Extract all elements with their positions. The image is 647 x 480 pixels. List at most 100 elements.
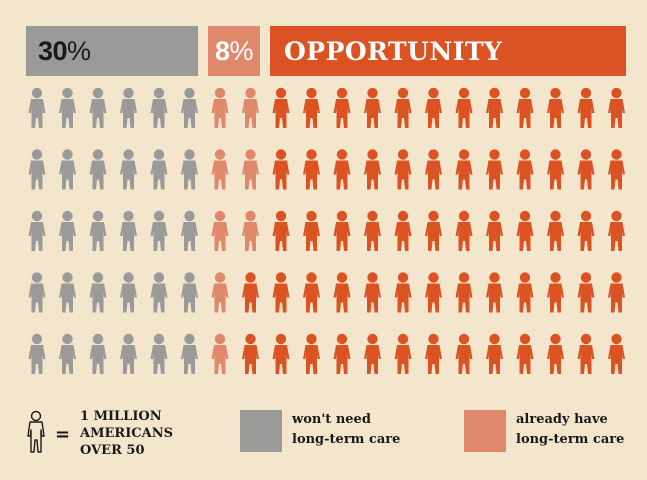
person-icon bbox=[272, 333, 290, 374]
person-icon bbox=[425, 149, 442, 190]
person-icon bbox=[547, 333, 564, 374]
person-icon bbox=[516, 272, 534, 313]
person-icon bbox=[28, 210, 46, 251]
unit-line-1: 1 MILLION bbox=[80, 409, 162, 424]
already-have-percent: 8% bbox=[214, 35, 254, 66]
person-icon bbox=[455, 210, 473, 251]
legend-item-wont-need: won't need long-term care bbox=[292, 410, 400, 450]
legend-item-already-have: already have long-term care bbox=[516, 410, 624, 450]
person-icon bbox=[120, 149, 137, 190]
person-icon bbox=[150, 333, 168, 374]
person-icon bbox=[28, 333, 46, 374]
person-icon bbox=[608, 149, 625, 190]
person-icon bbox=[181, 333, 198, 374]
legend-swatch-already-have bbox=[464, 410, 506, 452]
person-icon bbox=[242, 149, 259, 190]
person-icon bbox=[577, 272, 595, 313]
person-icon bbox=[303, 272, 320, 313]
person-icon bbox=[486, 210, 503, 251]
person-outline-icon bbox=[27, 410, 45, 453]
person-icon bbox=[547, 87, 564, 128]
person-icon bbox=[608, 333, 625, 374]
person-icon bbox=[608, 87, 625, 128]
person-icon bbox=[28, 272, 46, 313]
person-icon bbox=[394, 149, 412, 190]
pictograph-grid bbox=[28, 87, 625, 374]
person-icon bbox=[364, 87, 381, 128]
person-icon bbox=[486, 272, 503, 313]
person-icon bbox=[394, 87, 412, 128]
person-icon bbox=[364, 272, 381, 313]
person-icon bbox=[59, 333, 76, 374]
person-icon bbox=[120, 87, 137, 128]
person-icon bbox=[303, 149, 320, 190]
person-icon bbox=[242, 272, 259, 313]
person-icon bbox=[333, 87, 351, 128]
person-icon bbox=[425, 272, 442, 313]
person-icon bbox=[28, 87, 46, 128]
person-icon bbox=[425, 87, 442, 128]
opportunity-label: OPPORTUNITY bbox=[284, 36, 503, 66]
person-icon bbox=[333, 272, 351, 313]
person-icon bbox=[425, 210, 442, 251]
person-icon bbox=[242, 210, 259, 251]
equals-sign: = bbox=[55, 424, 71, 445]
person-icon bbox=[272, 87, 290, 128]
person-icon bbox=[333, 210, 351, 251]
person-icon bbox=[364, 210, 381, 251]
person-icon bbox=[333, 149, 351, 190]
legend-unit-text: 1 MILLION AMERICANS OVER 50 bbox=[80, 408, 220, 459]
legend-wont-need-line1: won't need bbox=[292, 412, 371, 427]
legend-swatch-wont-need bbox=[240, 410, 282, 452]
person-icon bbox=[120, 272, 137, 313]
person-icon bbox=[303, 87, 320, 128]
person-icon bbox=[272, 272, 290, 313]
person-icon bbox=[59, 210, 76, 251]
person-icon bbox=[577, 149, 595, 190]
person-icon bbox=[211, 149, 229, 190]
person-icon bbox=[455, 272, 473, 313]
person-icon bbox=[272, 149, 290, 190]
person-icon bbox=[272, 210, 290, 251]
legend-wont-need-line2: long-term care bbox=[292, 432, 401, 447]
header-segment-opportunity: OPPORTUNITY bbox=[270, 26, 626, 76]
person-icon bbox=[150, 272, 168, 313]
person-icon bbox=[455, 87, 473, 128]
header-segment-already-have: 8% bbox=[208, 26, 260, 76]
person-icon bbox=[516, 333, 534, 374]
person-icon bbox=[150, 87, 168, 128]
person-icon bbox=[455, 149, 473, 190]
person-icon bbox=[547, 149, 564, 190]
person-icon bbox=[303, 333, 320, 374]
person-icon bbox=[89, 87, 107, 128]
person-icon bbox=[120, 210, 137, 251]
person-icon bbox=[303, 210, 320, 251]
person-icon bbox=[608, 272, 625, 313]
person-icon bbox=[364, 333, 381, 374]
person-icon bbox=[181, 272, 198, 313]
header-segment-wont-need: 30% bbox=[26, 26, 198, 76]
person-icon bbox=[181, 210, 198, 251]
person-icon bbox=[516, 87, 534, 128]
person-icon bbox=[364, 149, 381, 190]
person-icon bbox=[89, 210, 107, 251]
person-icon bbox=[59, 87, 76, 128]
person-icon bbox=[516, 210, 534, 251]
person-icon bbox=[181, 149, 198, 190]
person-icon bbox=[425, 333, 442, 374]
person-icon bbox=[242, 333, 259, 374]
person-icon bbox=[28, 149, 46, 190]
person-icon bbox=[89, 333, 107, 374]
person-icon bbox=[181, 87, 198, 128]
person-icon bbox=[608, 210, 625, 251]
person-icon bbox=[394, 333, 412, 374]
person-icon bbox=[211, 333, 229, 374]
unit-line-2: AMERICANS bbox=[80, 426, 173, 441]
person-icon bbox=[486, 149, 503, 190]
person-icon bbox=[211, 272, 229, 313]
person-icon bbox=[516, 149, 534, 190]
person-icon bbox=[394, 272, 412, 313]
person-icon bbox=[120, 333, 137, 374]
person-icon bbox=[486, 87, 503, 128]
person-icon bbox=[547, 210, 564, 251]
